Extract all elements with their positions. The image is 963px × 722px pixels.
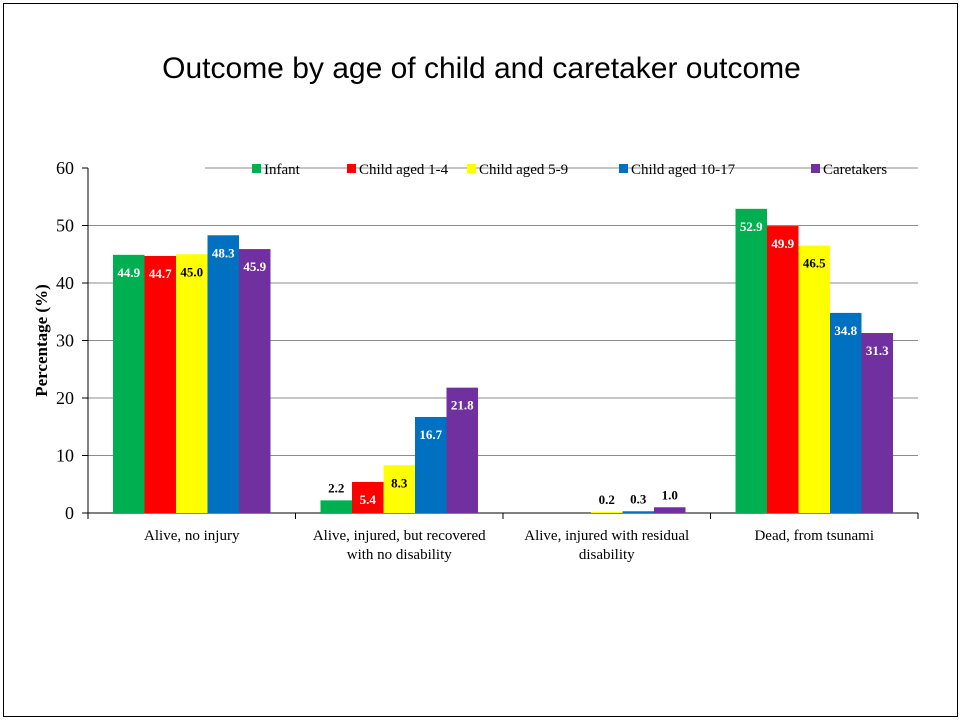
data-label: 48.3 bbox=[212, 245, 235, 260]
data-label: 5.4 bbox=[360, 492, 377, 507]
bar-4-cat-4 bbox=[830, 312, 862, 513]
y-tick-label: 0 bbox=[65, 503, 74, 523]
bar-2-cat-1 bbox=[144, 255, 176, 513]
y-tick-label: 40 bbox=[56, 273, 74, 293]
data-label: 45.0 bbox=[180, 264, 203, 279]
y-tick-label: 30 bbox=[56, 331, 74, 351]
data-label: 49.9 bbox=[771, 236, 794, 251]
legend-label: Child aged 1-4 bbox=[359, 162, 449, 178]
data-label: 1.0 bbox=[662, 487, 678, 502]
bar-5-cat-3 bbox=[654, 507, 686, 513]
x-category-label: Alive, injured with residual bbox=[524, 528, 689, 544]
x-category-label: with no disability bbox=[347, 547, 453, 563]
chart-title: Outcome by age of child and caretaker ou… bbox=[162, 52, 801, 85]
legend-label: Infant bbox=[264, 162, 301, 178]
bar-1-cat-1 bbox=[113, 254, 145, 513]
data-label: 21.8 bbox=[451, 398, 474, 413]
y-tick-label: 60 bbox=[56, 158, 74, 178]
y-tick-label: 10 bbox=[56, 446, 74, 466]
data-label: 2.2 bbox=[328, 480, 344, 495]
y-tick-label: 20 bbox=[56, 388, 74, 408]
bar-2-cat-4 bbox=[767, 226, 799, 513]
data-label: 52.9 bbox=[740, 219, 763, 234]
legend-label: Child aged 10-17 bbox=[631, 162, 736, 178]
data-label: 31.3 bbox=[866, 343, 889, 358]
y-axis-label: Percentage (%) bbox=[32, 284, 51, 397]
legend-swatch bbox=[811, 164, 820, 173]
bar-3-cat-2 bbox=[383, 465, 415, 513]
data-label: 45.9 bbox=[243, 259, 266, 274]
y-tick-label: 50 bbox=[56, 216, 74, 236]
data-label: 0.3 bbox=[630, 491, 647, 506]
legend-swatch bbox=[347, 164, 356, 173]
bar-3-cat-4 bbox=[798, 245, 830, 513]
bar-4-cat-2 bbox=[415, 416, 447, 513]
data-label: 16.7 bbox=[419, 427, 442, 442]
bar-3-cat-1 bbox=[176, 254, 208, 513]
bar-4-cat-1 bbox=[207, 235, 239, 513]
data-label: 0.2 bbox=[599, 492, 615, 507]
legend-swatch bbox=[467, 164, 476, 173]
x-category-label: disability bbox=[579, 547, 635, 563]
legend-label: Child aged 5-9 bbox=[479, 162, 568, 178]
bar-5-cat-1 bbox=[239, 249, 271, 513]
bar-5-cat-4 bbox=[861, 333, 893, 513]
bar-4-cat-3 bbox=[622, 511, 654, 513]
legend-label: Caretakers bbox=[823, 162, 887, 178]
data-label: 44.9 bbox=[117, 265, 140, 280]
bar-1-cat-2 bbox=[320, 500, 352, 513]
legend-swatch bbox=[252, 164, 261, 173]
data-label: 44.7 bbox=[149, 266, 172, 281]
bar-1-cat-4 bbox=[735, 208, 767, 513]
data-label: 8.3 bbox=[391, 475, 408, 490]
bar-3-cat-3 bbox=[591, 511, 623, 513]
legend-swatch bbox=[619, 164, 628, 173]
bar-2-cat-2 bbox=[352, 481, 384, 513]
data-label: 46.5 bbox=[803, 256, 826, 271]
bar-5-cat-2 bbox=[446, 387, 478, 513]
x-category-label: Alive, injured, but recovered bbox=[313, 528, 486, 544]
x-category-label: Dead, from tsunami bbox=[754, 528, 874, 544]
x-category-label: Alive, no injury bbox=[144, 528, 240, 544]
data-label: 34.8 bbox=[834, 323, 857, 338]
